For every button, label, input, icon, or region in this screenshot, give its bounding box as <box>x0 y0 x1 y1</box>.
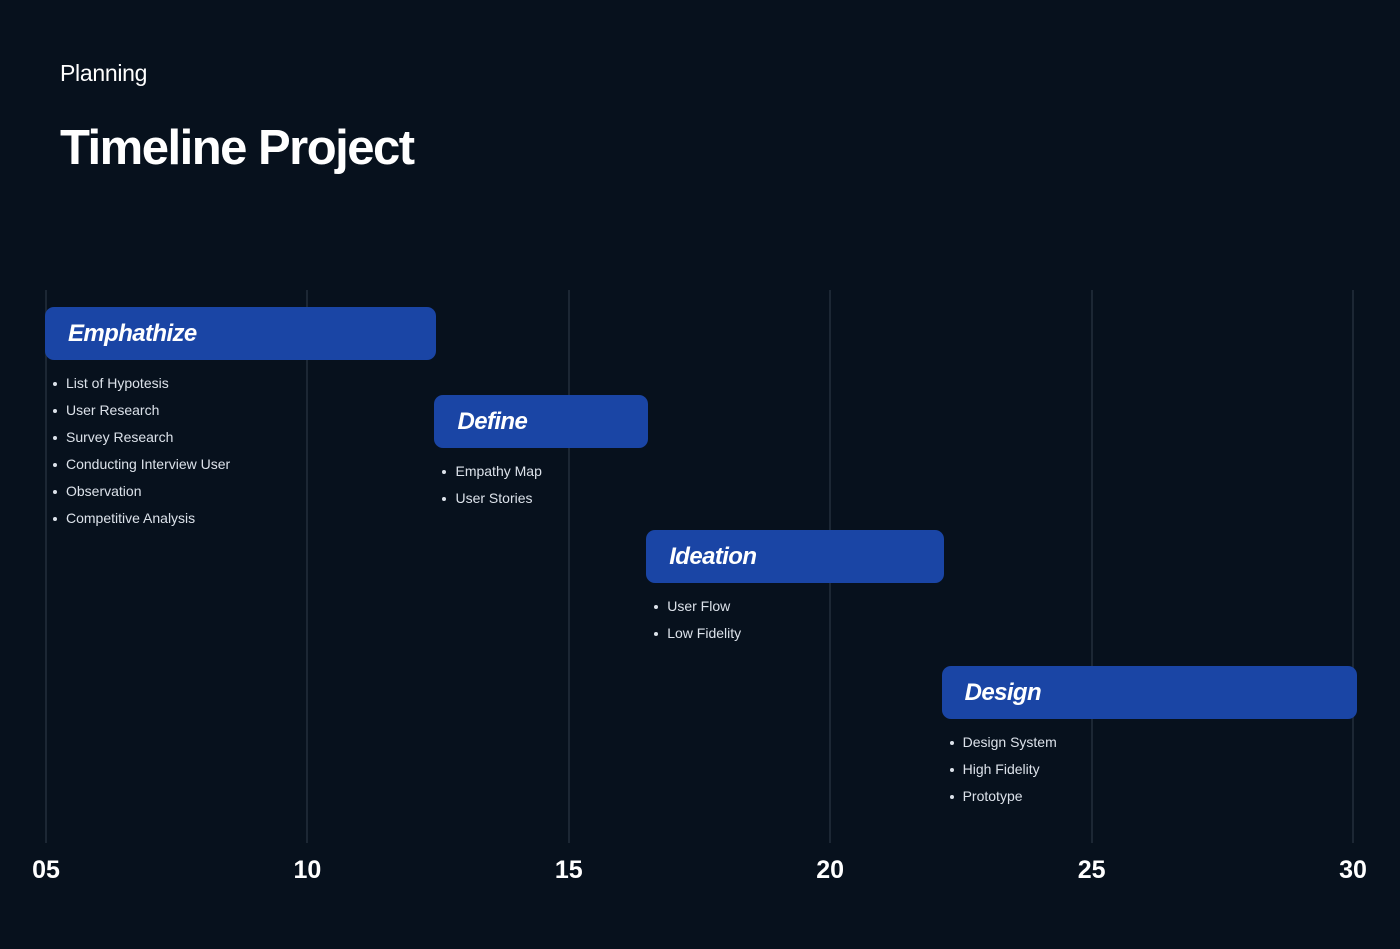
phase-label: Design <box>964 678 1042 706</box>
x-tick-label: 15 <box>554 856 583 884</box>
task-item: Survey Research <box>53 424 230 451</box>
grid-line <box>567 290 570 843</box>
phase-task-list: Empathy Map User Stories <box>442 458 542 512</box>
x-tick-label: 25 <box>1077 856 1106 884</box>
page-title: Timeline Project <box>60 121 415 175</box>
phase-task-list: User Flow Low Fidelity <box>654 593 741 647</box>
task-item: User Research <box>53 397 230 424</box>
task-item: Observation <box>53 478 230 505</box>
phase-bar: Design <box>941 666 1357 719</box>
task-item: User Stories <box>442 485 541 512</box>
x-tick-label: 30 <box>1339 856 1367 884</box>
grid-line <box>45 290 47 843</box>
x-tick-label: 05 <box>32 856 60 884</box>
task-item: Conducting Interview User <box>53 451 230 478</box>
task-item: User Flow <box>654 593 741 620</box>
x-tick-label: 10 <box>293 856 322 884</box>
task-item: Prototype <box>949 783 1057 810</box>
task-item: Design System <box>949 729 1057 756</box>
phase-label: Emphathize <box>68 319 197 347</box>
phase-label: Ideation <box>669 542 757 570</box>
task-item: Empathy Map <box>442 458 542 485</box>
task-item: List of Hypotesis <box>53 370 230 397</box>
grid-line <box>1352 290 1354 843</box>
task-item: Competitive Analysis <box>53 505 230 532</box>
grid-line <box>306 290 309 843</box>
task-item: Low Fidelity <box>654 620 741 647</box>
phase-task-list: List of Hypotesis User Research Survey Res… <box>53 370 230 532</box>
task-item: High Fidelity <box>949 756 1057 783</box>
phase-label: Define <box>457 407 528 435</box>
phase-bar: Emphathize <box>45 307 437 360</box>
phase-bar: Define <box>434 395 649 448</box>
x-tick-label: 20 <box>816 856 845 884</box>
page-subtitle: Planning <box>60 60 148 86</box>
grid-line <box>1090 290 1093 843</box>
phase-task-list: Design System High Fidelity Prototype <box>949 729 1057 810</box>
phase-bar: Ideation <box>646 530 944 583</box>
